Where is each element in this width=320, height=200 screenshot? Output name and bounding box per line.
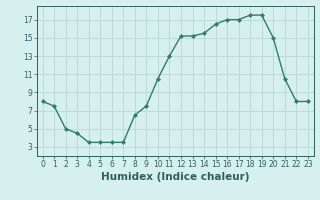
X-axis label: Humidex (Indice chaleur): Humidex (Indice chaleur) bbox=[101, 172, 250, 182]
